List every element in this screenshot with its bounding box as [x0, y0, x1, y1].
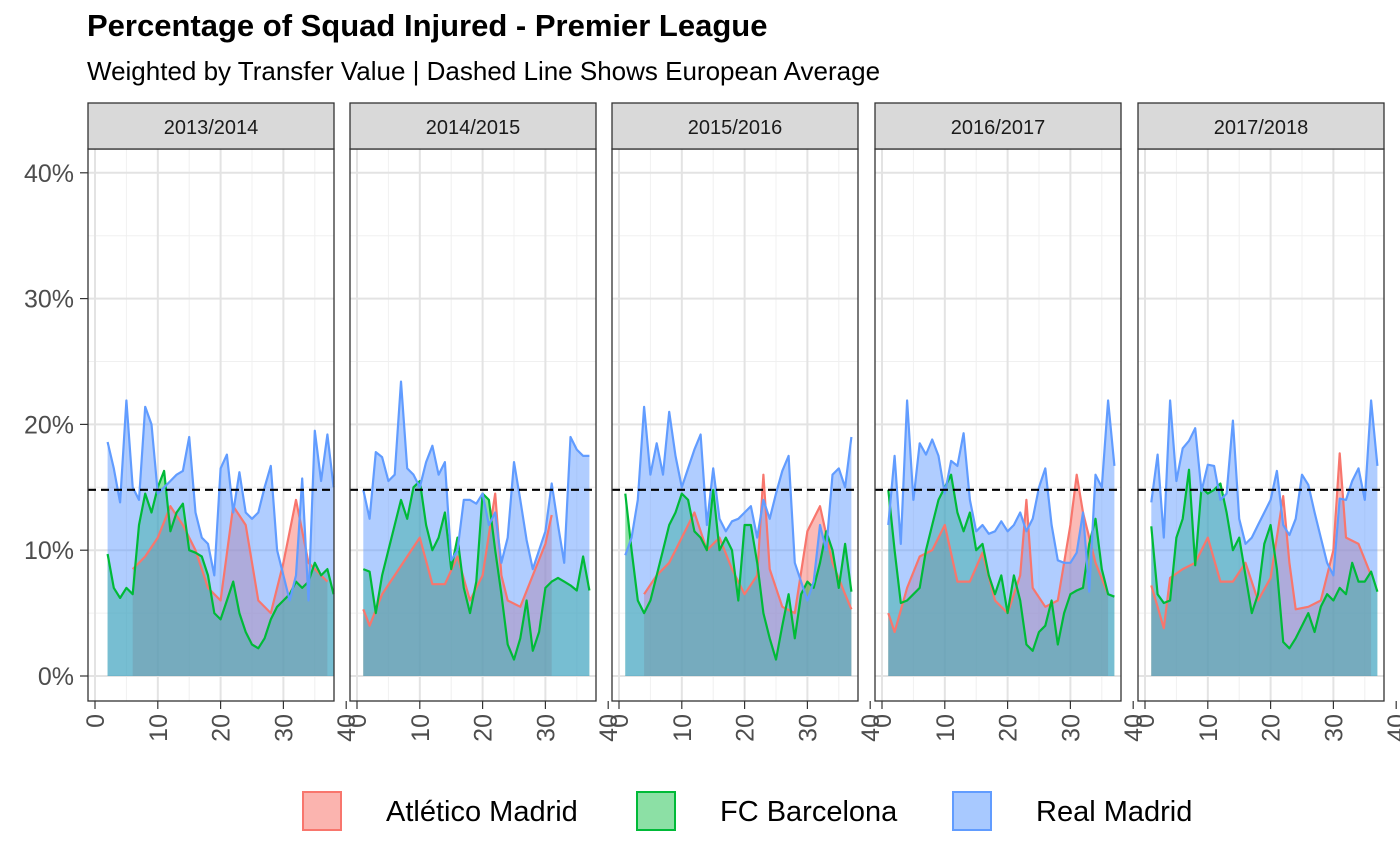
- x-tick-label: 0: [869, 714, 897, 728]
- x-tick-label: 40: [595, 714, 623, 742]
- x-tick-label: 20: [1258, 714, 1286, 742]
- x-tick-label: 0: [1132, 714, 1160, 728]
- line-barcelona: [106, 469, 335, 650]
- facet-strip-label: 2017/2018: [1214, 117, 1309, 139]
- line-real-madrid: [624, 405, 853, 602]
- legend: Atlético Madrid FC Barcelona Real Madrid: [0, 788, 1400, 840]
- line-real-madrid: [106, 399, 335, 602]
- chart-title: Percentage of Squad Injured - Premier Le…: [87, 8, 768, 43]
- facet-panel-5: 2017/2018 0 10 20 30 40: [1132, 102, 1400, 742]
- legend-label-barcelona: FC Barcelona: [720, 796, 898, 828]
- legend-label-real-madrid: Real Madrid: [1036, 796, 1193, 828]
- x-tick-label: 10: [1195, 714, 1223, 742]
- x-tick-label: 20: [470, 714, 498, 742]
- x-tick-label: 30: [794, 714, 822, 742]
- facet-strip-label: 2014/2015: [426, 117, 521, 139]
- y-tick-label: 20%: [24, 411, 74, 439]
- x-tick-label: 0: [606, 714, 634, 728]
- line-barcelona: [1150, 468, 1379, 650]
- facet-strip-label: 2015/2016: [688, 117, 783, 139]
- y-tick-label: 10%: [24, 537, 74, 565]
- line-real-madrid: [362, 380, 590, 571]
- area-real-madrid: [888, 400, 1115, 676]
- facet-strip-label: 2013/2014: [164, 117, 259, 139]
- line-barcelona: [624, 488, 853, 661]
- legend-label-atletico: Atlético Madrid: [386, 796, 578, 828]
- x-tick-label: 40: [857, 714, 885, 742]
- x-tick-label: 30: [532, 714, 560, 742]
- legend-key-atletico: [302, 791, 342, 831]
- line-barcelona: [362, 479, 591, 661]
- legend-key-real-madrid: [952, 791, 992, 831]
- facet-strip: [874, 102, 1122, 150]
- x-tick-label: 30: [270, 714, 298, 742]
- line-atletico: [362, 492, 553, 627]
- x-tick-label: 10: [932, 714, 960, 742]
- facet-strip: [1137, 102, 1385, 150]
- x-tick-label: 40: [1120, 714, 1148, 742]
- x-tick-label: 30: [1320, 714, 1348, 742]
- line-real-madrid: [1150, 399, 1379, 577]
- area-real-madrid: [363, 381, 590, 676]
- facet-strip: [87, 102, 335, 150]
- line-barcelona: [887, 473, 1115, 652]
- y-tick-label: 0%: [38, 663, 74, 691]
- line-real-madrid: [887, 399, 1116, 593]
- x-tick-label: 40: [1383, 714, 1400, 742]
- x-tick-label: 20: [995, 714, 1023, 742]
- x-tick-label: 0: [82, 714, 110, 728]
- y-tick-label: 30%: [24, 286, 74, 314]
- facet-panel-4: 2016/2017 0 10 20 30 40: [869, 102, 1148, 742]
- x-tick-label: 10: [669, 714, 697, 742]
- facet-panel-2: 2014/2015 0 10 20 30 40: [344, 102, 623, 742]
- y-tick-label: 40%: [24, 160, 74, 188]
- line-atletico: [643, 473, 853, 615]
- x-tick-label: 0: [344, 714, 372, 728]
- x-tick-label: 20: [732, 714, 760, 742]
- facet-strip-label: 2016/2017: [951, 117, 1046, 139]
- chart-subtitle: Weighted by Transfer Value | Dashed Line…: [87, 56, 881, 86]
- x-tick-label: 10: [145, 714, 173, 742]
- x-tick-label: 40: [333, 714, 361, 742]
- x-tick-label: 30: [1057, 714, 1085, 742]
- facet-panel-3: 2015/2016 0 10 20 30 40: [606, 102, 885, 742]
- x-tick-label: 10: [407, 714, 435, 742]
- facet-strip: [611, 102, 859, 150]
- legend-key-barcelona: [636, 791, 676, 831]
- x-tick-label: 20: [208, 714, 236, 742]
- facet-panel-1: 2013/2014 0 10 20 30 40: [82, 102, 361, 742]
- line-atletico: [1150, 452, 1373, 630]
- facet-strip: [349, 102, 597, 150]
